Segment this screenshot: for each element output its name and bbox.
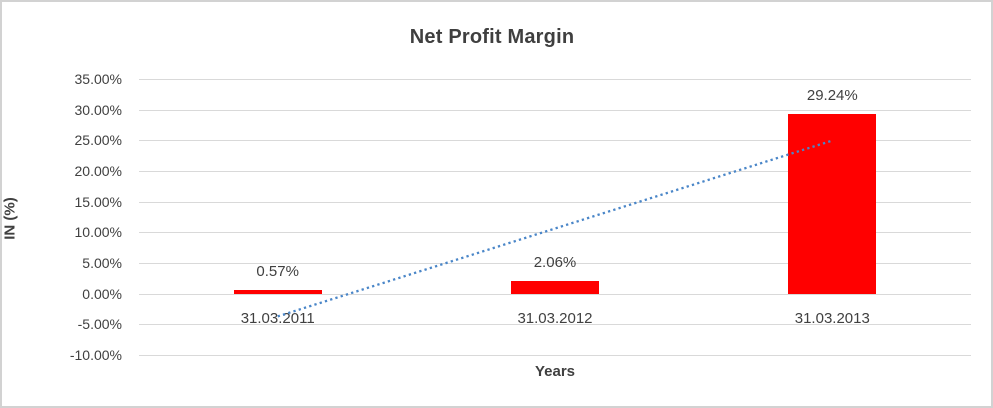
data-label: 2.06% bbox=[533, 254, 577, 271]
y-axis-tick-label: 0.00% bbox=[82, 285, 122, 302]
bar-31.03.2012 bbox=[511, 281, 599, 294]
chart-title: Net Profit Margin bbox=[409, 26, 575, 48]
y-axis-tick-label: 20.00% bbox=[74, 163, 122, 179]
gridline bbox=[139, 79, 971, 80]
data-label: 0.57% bbox=[256, 263, 299, 281]
x-axis-category-label: 31.03.2012 bbox=[517, 309, 593, 327]
x-axis-category-label: 31.03.2013 bbox=[794, 309, 870, 327]
y-axis-tick-label: 25.00% bbox=[74, 132, 122, 149]
y-axis-tick-label: 5.00% bbox=[82, 255, 122, 271]
y-axis-tick-label: -5.00% bbox=[77, 316, 122, 333]
y-axis-tick-label: 15.00% bbox=[74, 193, 122, 210]
y-axis-tick-label: -10.00% bbox=[69, 347, 122, 363]
x-axis-category-label: 31.03.2011 bbox=[240, 309, 315, 327]
gridline bbox=[139, 293, 971, 295]
bar-31.03.2013 bbox=[788, 114, 877, 294]
y-axis-tick-label: 30.00% bbox=[74, 101, 122, 118]
x-axis-title: Years bbox=[534, 363, 576, 380]
gridline bbox=[139, 109, 971, 111]
y-axis-tick-label: 35.00% bbox=[74, 71, 122, 87]
data-label: 29.24% bbox=[806, 87, 858, 105]
y-axis-title: IN (%) bbox=[1, 197, 19, 240]
gridline bbox=[139, 355, 971, 356]
bar-31.03.2011 bbox=[233, 290, 322, 294]
y-axis-tick-label: 10.00% bbox=[74, 224, 122, 241]
gridline bbox=[139, 324, 971, 326]
